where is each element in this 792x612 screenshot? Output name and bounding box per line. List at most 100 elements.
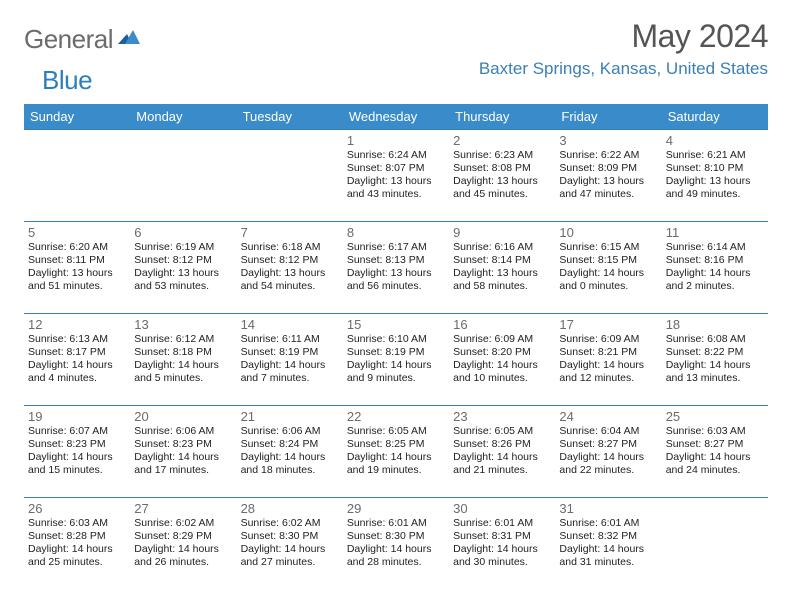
day-detail: Sunrise: 6:05 AMSunset: 8:26 PMDaylight:… — [453, 425, 551, 478]
day-number: 12 — [28, 317, 126, 332]
calendar-cell: 31Sunrise: 6:01 AMSunset: 8:32 PMDayligh… — [555, 498, 661, 590]
calendar-cell: 22Sunrise: 6:05 AMSunset: 8:25 PMDayligh… — [343, 406, 449, 498]
calendar-cell — [130, 130, 236, 222]
day-number: 4 — [666, 133, 764, 148]
calendar-cell: 24Sunrise: 6:04 AMSunset: 8:27 PMDayligh… — [555, 406, 661, 498]
day-detail: Sunrise: 6:10 AMSunset: 8:19 PMDaylight:… — [347, 333, 445, 386]
calendar-row: 1Sunrise: 6:24 AMSunset: 8:07 PMDaylight… — [24, 130, 768, 222]
day-number: 20 — [134, 409, 232, 424]
day-detail: Sunrise: 6:03 AMSunset: 8:28 PMDaylight:… — [28, 517, 126, 570]
day-detail: Sunrise: 6:09 AMSunset: 8:21 PMDaylight:… — [559, 333, 657, 386]
calendar-cell: 28Sunrise: 6:02 AMSunset: 8:30 PMDayligh… — [237, 498, 343, 590]
day-number: 1 — [347, 133, 445, 148]
calendar-cell: 6Sunrise: 6:19 AMSunset: 8:12 PMDaylight… — [130, 222, 236, 314]
day-number: 10 — [559, 225, 657, 240]
day-number: 6 — [134, 225, 232, 240]
day-number: 3 — [559, 133, 657, 148]
calendar-cell: 21Sunrise: 6:06 AMSunset: 8:24 PMDayligh… — [237, 406, 343, 498]
day-number: 24 — [559, 409, 657, 424]
day-detail: Sunrise: 6:01 AMSunset: 8:30 PMDaylight:… — [347, 517, 445, 570]
day-number: 14 — [241, 317, 339, 332]
day-number: 13 — [134, 317, 232, 332]
day-number: 8 — [347, 225, 445, 240]
day-number: 17 — [559, 317, 657, 332]
calendar-row: 19Sunrise: 6:07 AMSunset: 8:23 PMDayligh… — [24, 406, 768, 498]
day-detail: Sunrise: 6:14 AMSunset: 8:16 PMDaylight:… — [666, 241, 764, 294]
day-header: Thursday — [449, 104, 555, 130]
day-header: Saturday — [662, 104, 768, 130]
day-number: 2 — [453, 133, 551, 148]
day-detail: Sunrise: 6:08 AMSunset: 8:22 PMDaylight:… — [666, 333, 764, 386]
day-detail: Sunrise: 6:23 AMSunset: 8:08 PMDaylight:… — [453, 149, 551, 202]
calendar-row: 12Sunrise: 6:13 AMSunset: 8:17 PMDayligh… — [24, 314, 768, 406]
calendar-cell: 8Sunrise: 6:17 AMSunset: 8:13 PMDaylight… — [343, 222, 449, 314]
day-number: 31 — [559, 501, 657, 516]
day-number: 29 — [347, 501, 445, 516]
calendar-cell — [24, 130, 130, 222]
day-number: 11 — [666, 225, 764, 240]
logo-text-general: General — [24, 24, 113, 55]
logo: General — [24, 18, 143, 55]
day-detail: Sunrise: 6:01 AMSunset: 8:31 PMDaylight:… — [453, 517, 551, 570]
day-detail: Sunrise: 6:05 AMSunset: 8:25 PMDaylight:… — [347, 425, 445, 478]
day-detail: Sunrise: 6:18 AMSunset: 8:12 PMDaylight:… — [241, 241, 339, 294]
calendar-row: 26Sunrise: 6:03 AMSunset: 8:28 PMDayligh… — [24, 498, 768, 590]
day-detail: Sunrise: 6:07 AMSunset: 8:23 PMDaylight:… — [28, 425, 126, 478]
day-number: 7 — [241, 225, 339, 240]
day-header: Tuesday — [237, 104, 343, 130]
day-detail: Sunrise: 6:04 AMSunset: 8:27 PMDaylight:… — [559, 425, 657, 478]
day-number: 15 — [347, 317, 445, 332]
calendar-cell: 11Sunrise: 6:14 AMSunset: 8:16 PMDayligh… — [662, 222, 768, 314]
day-number: 16 — [453, 317, 551, 332]
day-detail: Sunrise: 6:03 AMSunset: 8:27 PMDaylight:… — [666, 425, 764, 478]
calendar-cell: 18Sunrise: 6:08 AMSunset: 8:22 PMDayligh… — [662, 314, 768, 406]
day-detail: Sunrise: 6:16 AMSunset: 8:14 PMDaylight:… — [453, 241, 551, 294]
calendar-cell: 12Sunrise: 6:13 AMSunset: 8:17 PMDayligh… — [24, 314, 130, 406]
day-detail: Sunrise: 6:19 AMSunset: 8:12 PMDaylight:… — [134, 241, 232, 294]
calendar-row: 5Sunrise: 6:20 AMSunset: 8:11 PMDaylight… — [24, 222, 768, 314]
calendar-cell: 4Sunrise: 6:21 AMSunset: 8:10 PMDaylight… — [662, 130, 768, 222]
page-title: May 2024 — [479, 18, 768, 55]
day-number: 27 — [134, 501, 232, 516]
calendar-cell: 1Sunrise: 6:24 AMSunset: 8:07 PMDaylight… — [343, 130, 449, 222]
calendar-cell: 26Sunrise: 6:03 AMSunset: 8:28 PMDayligh… — [24, 498, 130, 590]
day-detail: Sunrise: 6:22 AMSunset: 8:09 PMDaylight:… — [559, 149, 657, 202]
day-detail: Sunrise: 6:13 AMSunset: 8:17 PMDaylight:… — [28, 333, 126, 386]
day-detail: Sunrise: 6:06 AMSunset: 8:24 PMDaylight:… — [241, 425, 339, 478]
calendar-cell — [662, 498, 768, 590]
day-number: 26 — [28, 501, 126, 516]
day-detail: Sunrise: 6:06 AMSunset: 8:23 PMDaylight:… — [134, 425, 232, 478]
calendar-cell: 15Sunrise: 6:10 AMSunset: 8:19 PMDayligh… — [343, 314, 449, 406]
day-detail: Sunrise: 6:24 AMSunset: 8:07 PMDaylight:… — [347, 149, 445, 202]
calendar-cell: 14Sunrise: 6:11 AMSunset: 8:19 PMDayligh… — [237, 314, 343, 406]
day-header: Monday — [130, 104, 236, 130]
calendar-cell: 17Sunrise: 6:09 AMSunset: 8:21 PMDayligh… — [555, 314, 661, 406]
day-detail: Sunrise: 6:20 AMSunset: 8:11 PMDaylight:… — [28, 241, 126, 294]
calendar-cell: 20Sunrise: 6:06 AMSunset: 8:23 PMDayligh… — [130, 406, 236, 498]
calendar-cell: 5Sunrise: 6:20 AMSunset: 8:11 PMDaylight… — [24, 222, 130, 314]
day-detail: Sunrise: 6:02 AMSunset: 8:29 PMDaylight:… — [134, 517, 232, 570]
day-detail: Sunrise: 6:17 AMSunset: 8:13 PMDaylight:… — [347, 241, 445, 294]
logo-mark-icon — [118, 28, 140, 51]
calendar-header-row: SundayMondayTuesdayWednesdayThursdayFrid… — [24, 104, 768, 130]
day-number: 28 — [241, 501, 339, 516]
calendar-body: 1Sunrise: 6:24 AMSunset: 8:07 PMDaylight… — [24, 130, 768, 590]
calendar-cell: 3Sunrise: 6:22 AMSunset: 8:09 PMDaylight… — [555, 130, 661, 222]
calendar-cell: 30Sunrise: 6:01 AMSunset: 8:31 PMDayligh… — [449, 498, 555, 590]
calendar-cell: 23Sunrise: 6:05 AMSunset: 8:26 PMDayligh… — [449, 406, 555, 498]
day-number: 5 — [28, 225, 126, 240]
calendar-cell: 25Sunrise: 6:03 AMSunset: 8:27 PMDayligh… — [662, 406, 768, 498]
calendar-cell: 29Sunrise: 6:01 AMSunset: 8:30 PMDayligh… — [343, 498, 449, 590]
calendar-cell: 9Sunrise: 6:16 AMSunset: 8:14 PMDaylight… — [449, 222, 555, 314]
calendar-cell: 10Sunrise: 6:15 AMSunset: 8:15 PMDayligh… — [555, 222, 661, 314]
day-header: Sunday — [24, 104, 130, 130]
day-number: 22 — [347, 409, 445, 424]
calendar-table: SundayMondayTuesdayWednesdayThursdayFrid… — [24, 104, 768, 590]
day-detail: Sunrise: 6:02 AMSunset: 8:30 PMDaylight:… — [241, 517, 339, 570]
calendar-cell: 19Sunrise: 6:07 AMSunset: 8:23 PMDayligh… — [24, 406, 130, 498]
day-detail: Sunrise: 6:21 AMSunset: 8:10 PMDaylight:… — [666, 149, 764, 202]
day-number: 18 — [666, 317, 764, 332]
calendar-cell — [237, 130, 343, 222]
calendar-cell: 27Sunrise: 6:02 AMSunset: 8:29 PMDayligh… — [130, 498, 236, 590]
day-number: 21 — [241, 409, 339, 424]
